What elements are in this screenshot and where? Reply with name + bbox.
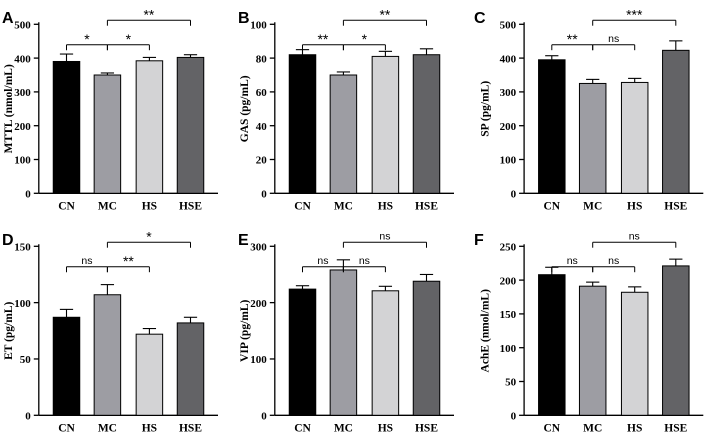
svg-text:**: ** [317, 31, 328, 47]
svg-text:200: 200 [500, 121, 517, 133]
svg-text:HS: HS [378, 422, 393, 434]
svg-text:VIP (pg/mL): VIP (pg/mL) [239, 299, 251, 361]
svg-text:0: 0 [261, 189, 267, 201]
svg-text:HS: HS [627, 422, 642, 434]
svg-text:0: 0 [25, 189, 31, 201]
svg-text:100: 100 [250, 354, 267, 366]
svg-text:CN: CN [58, 422, 75, 434]
svg-text:HSE: HSE [179, 422, 202, 434]
svg-text:MC: MC [334, 200, 353, 212]
svg-text:*: * [126, 31, 132, 47]
svg-text:*: * [146, 228, 152, 244]
svg-text:150: 150 [14, 242, 31, 254]
svg-text:200: 200 [14, 121, 31, 133]
svg-text:HS: HS [378, 200, 393, 212]
svg-text:200: 200 [250, 298, 267, 310]
svg-text:HSE: HSE [179, 200, 202, 212]
svg-text:MTTL (nmol/mL): MTTL (nmol/mL) [3, 64, 15, 153]
svg-text:HS: HS [627, 200, 642, 212]
svg-text:ET (pg/mL): ET (pg/mL) [3, 302, 15, 360]
svg-text:SP (pg/mL): SP (pg/mL) [480, 81, 492, 137]
svg-text:*: * [362, 31, 368, 47]
svg-text:A: A [2, 10, 14, 27]
svg-text:MC: MC [334, 422, 353, 434]
svg-text:CN: CN [543, 200, 560, 212]
svg-text:MC: MC [98, 422, 117, 434]
svg-text:AchE (nmol/mL): AchE (nmol/mL) [480, 289, 492, 373]
svg-text:80: 80 [256, 53, 267, 65]
svg-text:300: 300 [500, 87, 517, 99]
svg-text:50: 50 [505, 377, 516, 389]
svg-text:50: 50 [20, 354, 32, 366]
svg-text:ns: ns [608, 33, 619, 45]
svg-text:ns: ns [629, 230, 640, 242]
svg-text:F: F [474, 232, 484, 249]
svg-text:**: ** [123, 253, 134, 269]
svg-text:250: 250 [500, 242, 517, 254]
svg-text:MC: MC [98, 200, 117, 212]
svg-text:CN: CN [543, 422, 560, 434]
svg-text:400: 400 [500, 53, 517, 65]
svg-text:300: 300 [14, 87, 31, 99]
svg-text:C: C [474, 10, 486, 27]
svg-text:ns: ns [317, 255, 328, 267]
svg-text:40: 40 [256, 121, 267, 133]
svg-text:100: 100 [14, 298, 31, 310]
svg-text:D: D [2, 232, 14, 249]
svg-text:100: 100 [500, 155, 517, 167]
svg-text:ns: ns [379, 230, 390, 242]
svg-text:**: ** [567, 31, 578, 47]
svg-text:GAS (pg/mL): GAS (pg/mL) [239, 75, 251, 142]
svg-text:HS: HS [142, 200, 157, 212]
svg-text:MC: MC [583, 422, 602, 434]
svg-text:ns: ns [608, 255, 619, 267]
svg-text:HSE: HSE [415, 422, 438, 434]
svg-text:ns: ns [567, 255, 578, 267]
svg-text:**: ** [143, 6, 154, 22]
svg-text:500: 500 [14, 20, 31, 32]
svg-text:60: 60 [256, 87, 267, 99]
svg-text:0: 0 [25, 411, 31, 423]
svg-text:B: B [238, 10, 250, 27]
svg-text:E: E [238, 232, 249, 249]
svg-text:100: 100 [250, 20, 267, 32]
svg-text:ns: ns [359, 255, 370, 267]
svg-text:0: 0 [511, 189, 517, 201]
svg-text:MC: MC [583, 200, 602, 212]
svg-text:100: 100 [500, 343, 517, 355]
svg-text:HS: HS [142, 422, 157, 434]
svg-text:CN: CN [58, 200, 75, 212]
svg-text:HSE: HSE [664, 422, 687, 434]
svg-text:**: ** [379, 6, 390, 22]
svg-text:HSE: HSE [664, 200, 687, 212]
svg-text:300: 300 [250, 242, 267, 254]
svg-text:0: 0 [511, 411, 517, 423]
svg-text:100: 100 [14, 155, 31, 167]
svg-text:HSE: HSE [415, 200, 438, 212]
svg-text:200: 200 [500, 275, 517, 287]
svg-text:CN: CN [294, 422, 311, 434]
svg-text:CN: CN [294, 200, 311, 212]
svg-text:500: 500 [500, 20, 517, 32]
svg-text:*: * [84, 31, 90, 47]
svg-text:***: *** [626, 6, 643, 22]
svg-text:ns: ns [81, 255, 92, 267]
svg-text:150: 150 [500, 309, 517, 321]
svg-text:400: 400 [14, 53, 31, 65]
svg-text:20: 20 [256, 155, 267, 167]
svg-text:0: 0 [261, 411, 267, 423]
